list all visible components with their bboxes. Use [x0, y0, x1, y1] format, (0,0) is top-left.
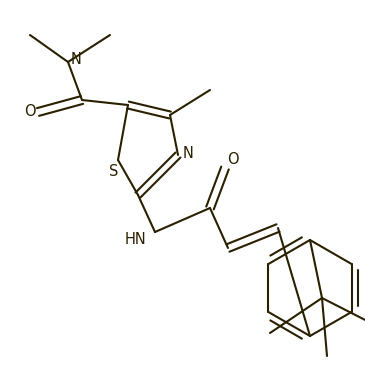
- Text: N: N: [70, 53, 81, 68]
- Text: N: N: [182, 146, 193, 160]
- Text: S: S: [109, 165, 119, 180]
- Text: HN: HN: [124, 232, 146, 248]
- Text: O: O: [227, 153, 239, 168]
- Text: O: O: [24, 104, 36, 118]
